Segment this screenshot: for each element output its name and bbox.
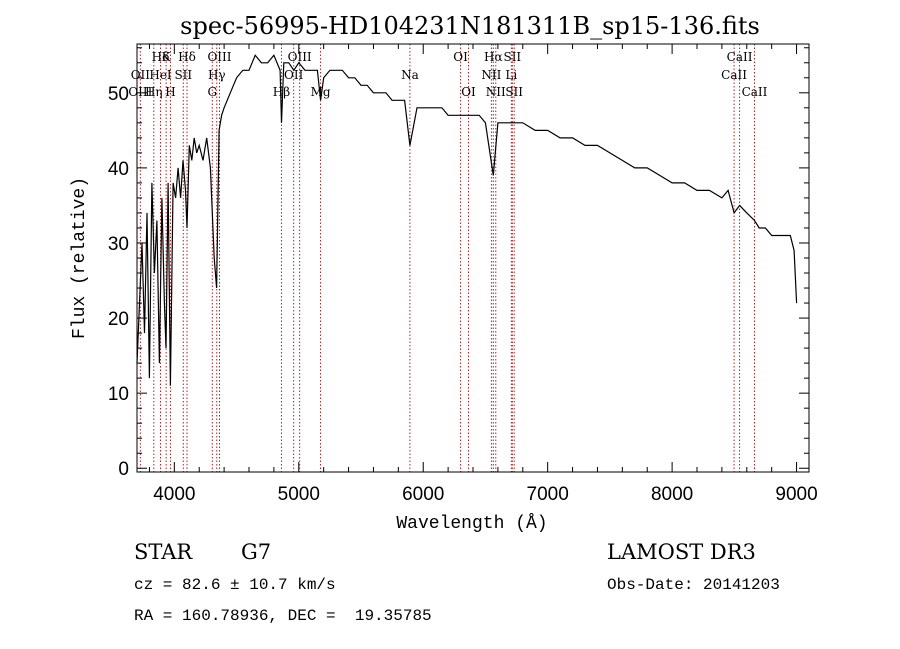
line-label: Hβ [273,85,290,99]
y-axis-ticks: 0 10 20 30 40 50 [108,47,809,480]
line-label: OII [284,68,304,82]
x-tick-label: 6000 [402,484,444,505]
line-label: OI [453,50,468,64]
y-tick-label: 40 [108,159,129,180]
line-label: H [165,85,175,99]
line-label: CaII [727,50,753,64]
line-label: Hη [145,85,163,99]
line-label: OII [131,68,151,82]
x-tick-label: 8000 [651,484,693,505]
line-label: NII [486,85,506,99]
line-label: Hδ [152,50,170,64]
x-tick-label: 9000 [775,484,817,505]
line-label: SII [174,68,192,82]
line-label: Li [505,68,517,82]
spectral-subclass: G7 [241,540,271,564]
line-label: Hγ [208,68,226,82]
x-tick-label: 7000 [527,484,569,505]
y-tick-label: 50 [108,84,129,105]
chart-title: spec-56995-HD104231N181311B_sp15-136.fit… [180,12,760,40]
line-label: OIII [207,50,231,64]
y-tick-label: 10 [108,384,129,405]
line-label: CaII [742,85,768,99]
y-tick-label: 30 [108,234,129,255]
line-label: Hα [484,50,503,64]
line-label: OIII [128,85,152,99]
survey-name: LAMOST DR3 [607,540,756,564]
line-label: OIII [288,50,312,64]
redshift-velocity: cz = 82.6 ± 10.7 km/s [134,576,336,594]
line-label: Na [401,68,419,82]
line-label: HeI [149,68,172,82]
y-tick-label: 20 [108,309,129,330]
line-label: SII [503,50,521,64]
x-tick-label: 5000 [278,484,320,505]
line-label: G [207,85,217,99]
y-axis-label: Flux (relative) [70,177,90,339]
line-label: OI [461,85,476,99]
line-label: K [162,50,172,64]
coordinates: RA = 160.78936, DEC = 19.35785 [134,607,432,625]
spectrum-series-line [136,54,798,386]
x-axis-ticks: 4000 5000 6000 7000 8000 9000 [148,44,818,505]
y-tick-label: 0 [118,459,129,480]
line-label: Hδ [178,50,196,64]
line-label: CaII [721,68,747,82]
x-axis-label: Wavelength (Å) [396,513,547,534]
observation-date: Obs-Date: 20141203 [607,576,780,594]
line-label: NII [481,68,501,82]
line-label: Mg [311,85,331,99]
x-tick-label: 4000 [153,484,195,505]
line-label: SII [505,85,523,99]
object-class: STAR [134,540,193,564]
